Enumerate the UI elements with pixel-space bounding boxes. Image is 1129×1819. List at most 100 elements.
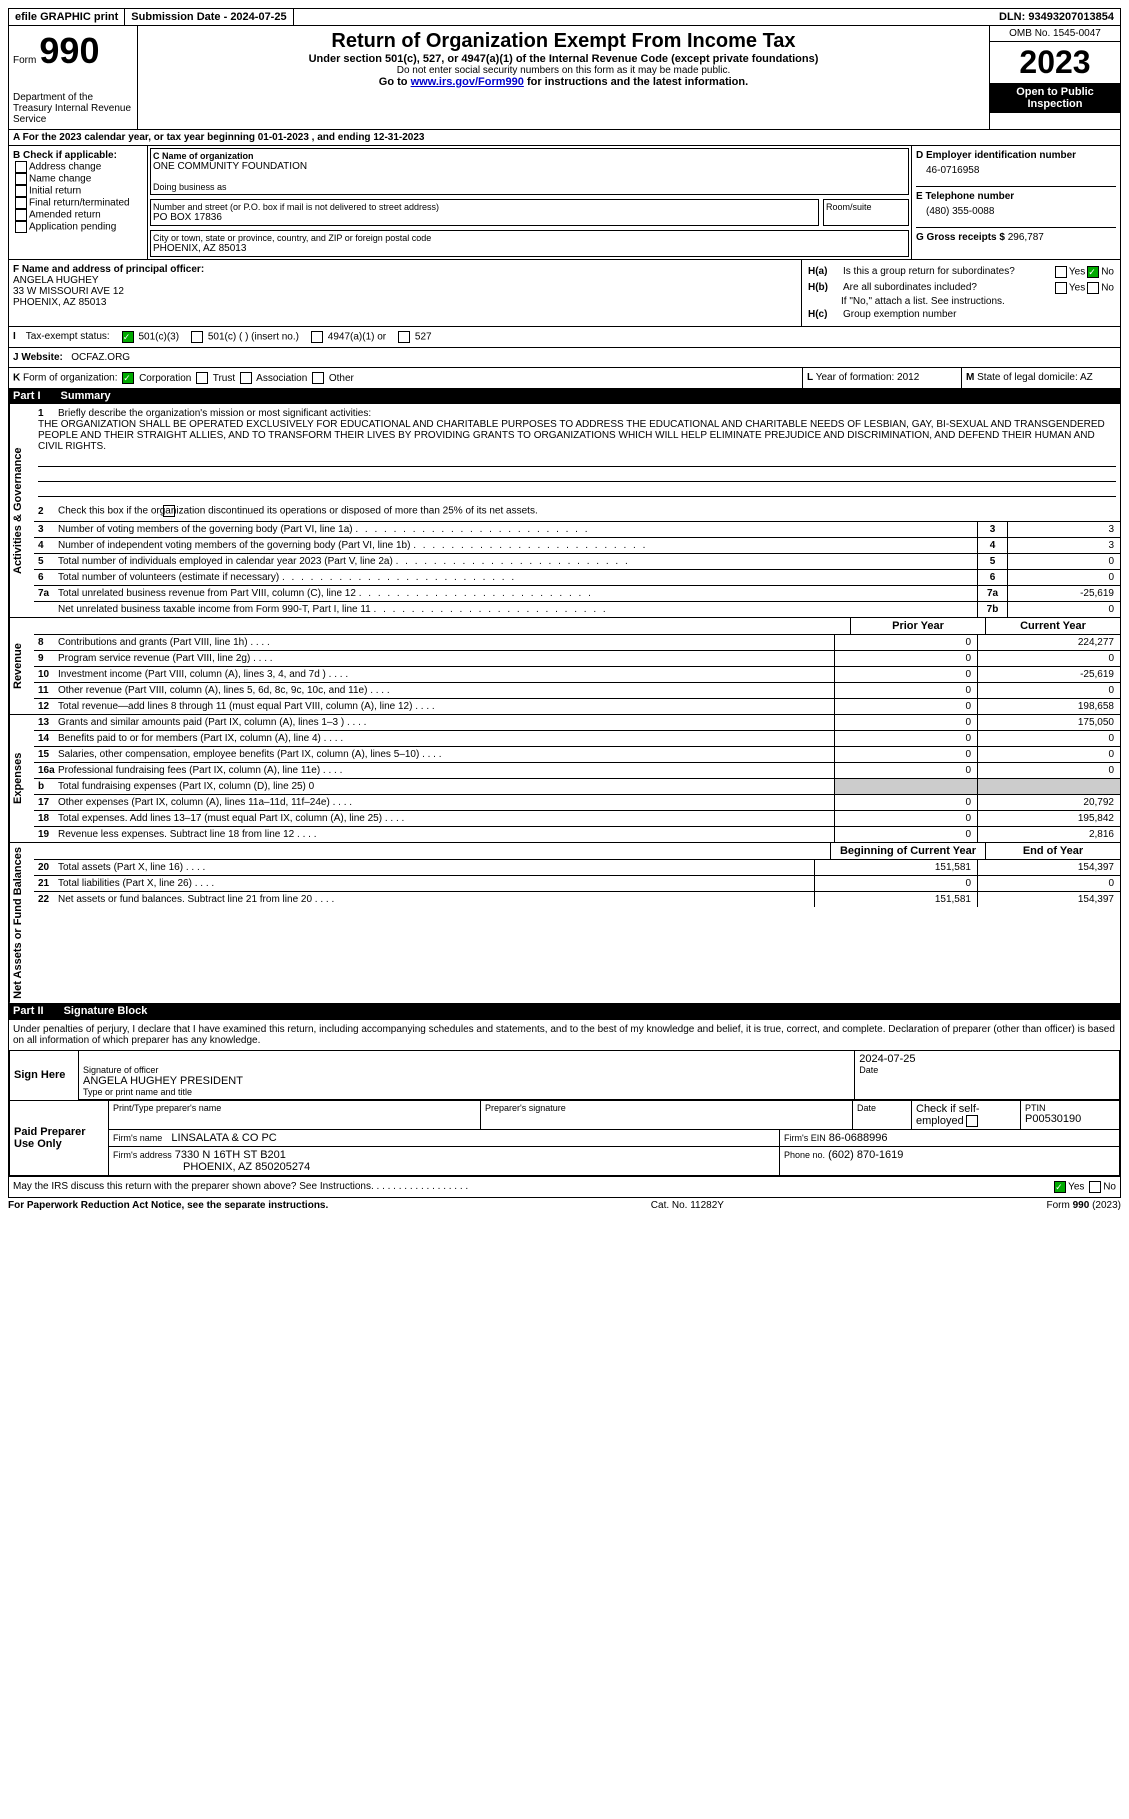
cat-no: Cat. No. 11282Y <box>651 1200 724 1211</box>
end-year-hdr: End of Year <box>985 843 1120 859</box>
discuss-yes[interactable]: Yes <box>1052 1181 1084 1193</box>
form-number: 990 <box>39 30 99 71</box>
irs-link[interactable]: www.irs.gov/Form990 <box>411 76 524 88</box>
g-label: G Gross receipts $ <box>916 232 1005 243</box>
form-container: Form 990 Department of the Treasury Inte… <box>8 26 1121 1198</box>
paid-prep-label: Paid Preparer Use Only <box>10 1101 109 1175</box>
website: OCFAZ.ORG <box>71 352 130 363</box>
gov-row-6: 6Total number of volunteers (estimate if… <box>34 569 1120 585</box>
exp-row-14: 14Benefits paid to or for members (Part … <box>34 730 1120 746</box>
col-f: F Name and address of principal officer:… <box>9 260 801 326</box>
b-opt-2[interactable]: Initial return <box>13 185 143 197</box>
officer-addr1: 33 W MISSOURI AVE 12 <box>13 286 797 297</box>
paid-preparer-block: Paid Preparer Use Only Print/Type prepar… <box>9 1101 1120 1176</box>
b-opt-0[interactable]: Address change <box>13 161 143 173</box>
firm-name-cell: Firm's name LINSALATA & CO PC <box>109 1130 780 1146</box>
net-section: Net Assets or Fund Balances Beginning of… <box>9 842 1120 1003</box>
h-c: H(c) Group exemption number <box>806 307 1116 322</box>
k-assoc[interactable]: Association <box>238 373 307 384</box>
part1-num: Part I <box>13 390 41 402</box>
footer: For Paperwork Reduction Act Notice, see … <box>8 1198 1121 1213</box>
omb: OMB No. 1545-0047 <box>990 26 1120 42</box>
rev-row-11: 11Other revenue (Part VIII, column (A), … <box>34 682 1120 698</box>
discuss-line: May the IRS discuss this return with the… <box>9 1176 1120 1197</box>
line-1: 1Briefly describe the organization's mis… <box>34 404 1120 501</box>
gov-row-7b: Net unrelated business taxable income fr… <box>34 601 1120 617</box>
form-id-box: Form 990 Department of the Treasury Inte… <box>9 26 138 129</box>
part2-title: Signature Block <box>64 1005 148 1017</box>
k-corp[interactable]: Corporation <box>120 373 191 384</box>
gov-row-7a: 7aTotal unrelated business revenue from … <box>34 585 1120 601</box>
top-bar: efile GRAPHIC print Submission Date - 20… <box>8 8 1121 26</box>
year-box: OMB No. 1545-0047 2023 Open to Public In… <box>989 26 1120 129</box>
net-header: Beginning of Current Year End of Year <box>34 843 1120 859</box>
i-501c[interactable]: 501(c) ( ) (insert no.) <box>189 331 299 343</box>
begin-year-hdr: Beginning of Current Year <box>830 843 985 859</box>
dept-label: Department of the Treasury Internal Reve… <box>13 92 133 125</box>
prep-sig-cell: Preparer's signature <box>481 1101 853 1129</box>
b-opt-5[interactable]: Application pending <box>13 221 143 233</box>
ha-yes[interactable]: Yes <box>1053 266 1085 278</box>
k-trust[interactable]: Trust <box>194 373 235 384</box>
part2-num: Part II <box>13 1005 44 1017</box>
firm-phone-cell: Phone no. (602) 870-1619 <box>780 1147 1119 1175</box>
mission-text: THE ORGANIZATION SHALL BE OPERATED EXCLU… <box>38 419 1116 452</box>
pra-notice: For Paperwork Reduction Act Notice, see … <box>8 1200 328 1211</box>
room-box: Room/suite <box>823 199 909 226</box>
open-inspection: Open to Public Inspection <box>990 84 1120 113</box>
exp-row-18: 18Total expenses. Add lines 13–17 (must … <box>34 810 1120 826</box>
hb-no[interactable]: No <box>1085 282 1114 294</box>
rev-row-8: 8Contributions and grants (Part VIII, li… <box>34 634 1120 650</box>
k-other[interactable]: Other <box>310 373 354 384</box>
goto-line: Go to www.irs.gov/Form990 for instructio… <box>142 76 985 88</box>
net-row-22: 22Net assets or fund balances. Subtract … <box>34 891 1120 907</box>
ein: 46-0716958 <box>916 161 1116 180</box>
prep-date-cell: Date <box>853 1101 912 1129</box>
curr-year-hdr: Current Year <box>985 618 1120 634</box>
officer-addr2: PHOENIX, AZ 85013 <box>13 297 797 308</box>
section-fh: F Name and address of principal officer:… <box>9 259 1120 326</box>
form-label: Form <box>13 55 36 66</box>
net-row-20: 20Total assets (Part X, line 16) . . . .… <box>34 859 1120 875</box>
c-street-box: Number and street (or P.O. box if mail i… <box>150 199 819 226</box>
h-a: H(a) Is this a group return for subordin… <box>806 264 1116 280</box>
e-label: E Telephone number <box>916 191 1116 202</box>
main-title: Return of Organization Exempt From Incom… <box>142 30 985 53</box>
org-name: ONE COMMUNITY FOUNDATION <box>153 161 906 172</box>
officer-name-sig: ANGELA HUGHEY PRESIDENT <box>83 1075 850 1087</box>
b-opt-4[interactable]: Amended return <box>13 209 143 221</box>
self-emp-cell[interactable]: Check if self-employed <box>912 1101 1021 1129</box>
sign-here-block: Sign Here Signature of officer ANGELA HU… <box>9 1050 1120 1101</box>
b-opt-3[interactable]: Final return/terminated <box>13 197 143 209</box>
goto-prefix: Go to <box>379 76 411 88</box>
hb-yes[interactable]: Yes <box>1053 282 1085 294</box>
exp-row-13: 13Grants and similar amounts paid (Part … <box>34 715 1120 730</box>
expenses-section: Expenses 13Grants and similar amounts pa… <box>9 714 1120 842</box>
city-label: City or town, state or province, country… <box>153 233 906 243</box>
gov-row-5: 5Total number of individuals employed in… <box>34 553 1120 569</box>
dln: DLN: 93493207013854 <box>993 9 1120 25</box>
dba-label: Doing business as <box>153 182 906 192</box>
part2-header: Part II Signature Block <box>9 1003 1120 1019</box>
b-label: B Check if applicable: <box>13 150 143 161</box>
net-label: Net Assets or Fund Balances <box>9 843 34 1003</box>
i-527[interactable]: 527 <box>396 331 431 343</box>
discuss-no[interactable]: No <box>1087 1181 1116 1193</box>
submission-date: Submission Date - 2024-07-25 <box>125 9 293 25</box>
part1-header: Part I Summary <box>9 388 1120 404</box>
col-b: B Check if applicable: Address change Na… <box>9 146 148 259</box>
i-4947[interactable]: 4947(a)(1) or <box>309 331 386 343</box>
col-c: C Name of organization ONE COMMUNITY FOU… <box>148 146 911 259</box>
print-label[interactable]: efile GRAPHIC print <box>9 9 125 25</box>
firm-ein-cell: Firm's EIN 86-0688996 <box>780 1130 1119 1146</box>
b-opt-1[interactable]: Name change <box>13 173 143 185</box>
gov-row-3: 3Number of voting members of the governi… <box>34 521 1120 537</box>
l2-checkbox[interactable] <box>163 505 175 517</box>
hb-note: If "No," attach a list. See instructions… <box>806 296 1116 307</box>
rev-header: Prior Year Current Year <box>34 618 1120 634</box>
prior-year-hdr: Prior Year <box>850 618 985 634</box>
col-deg: D Employer identification number 46-0716… <box>911 146 1120 259</box>
ha-no[interactable]: No <box>1085 266 1114 278</box>
revenue-label: Revenue <box>9 618 34 714</box>
i-501c3[interactable]: 501(c)(3) <box>120 331 179 343</box>
